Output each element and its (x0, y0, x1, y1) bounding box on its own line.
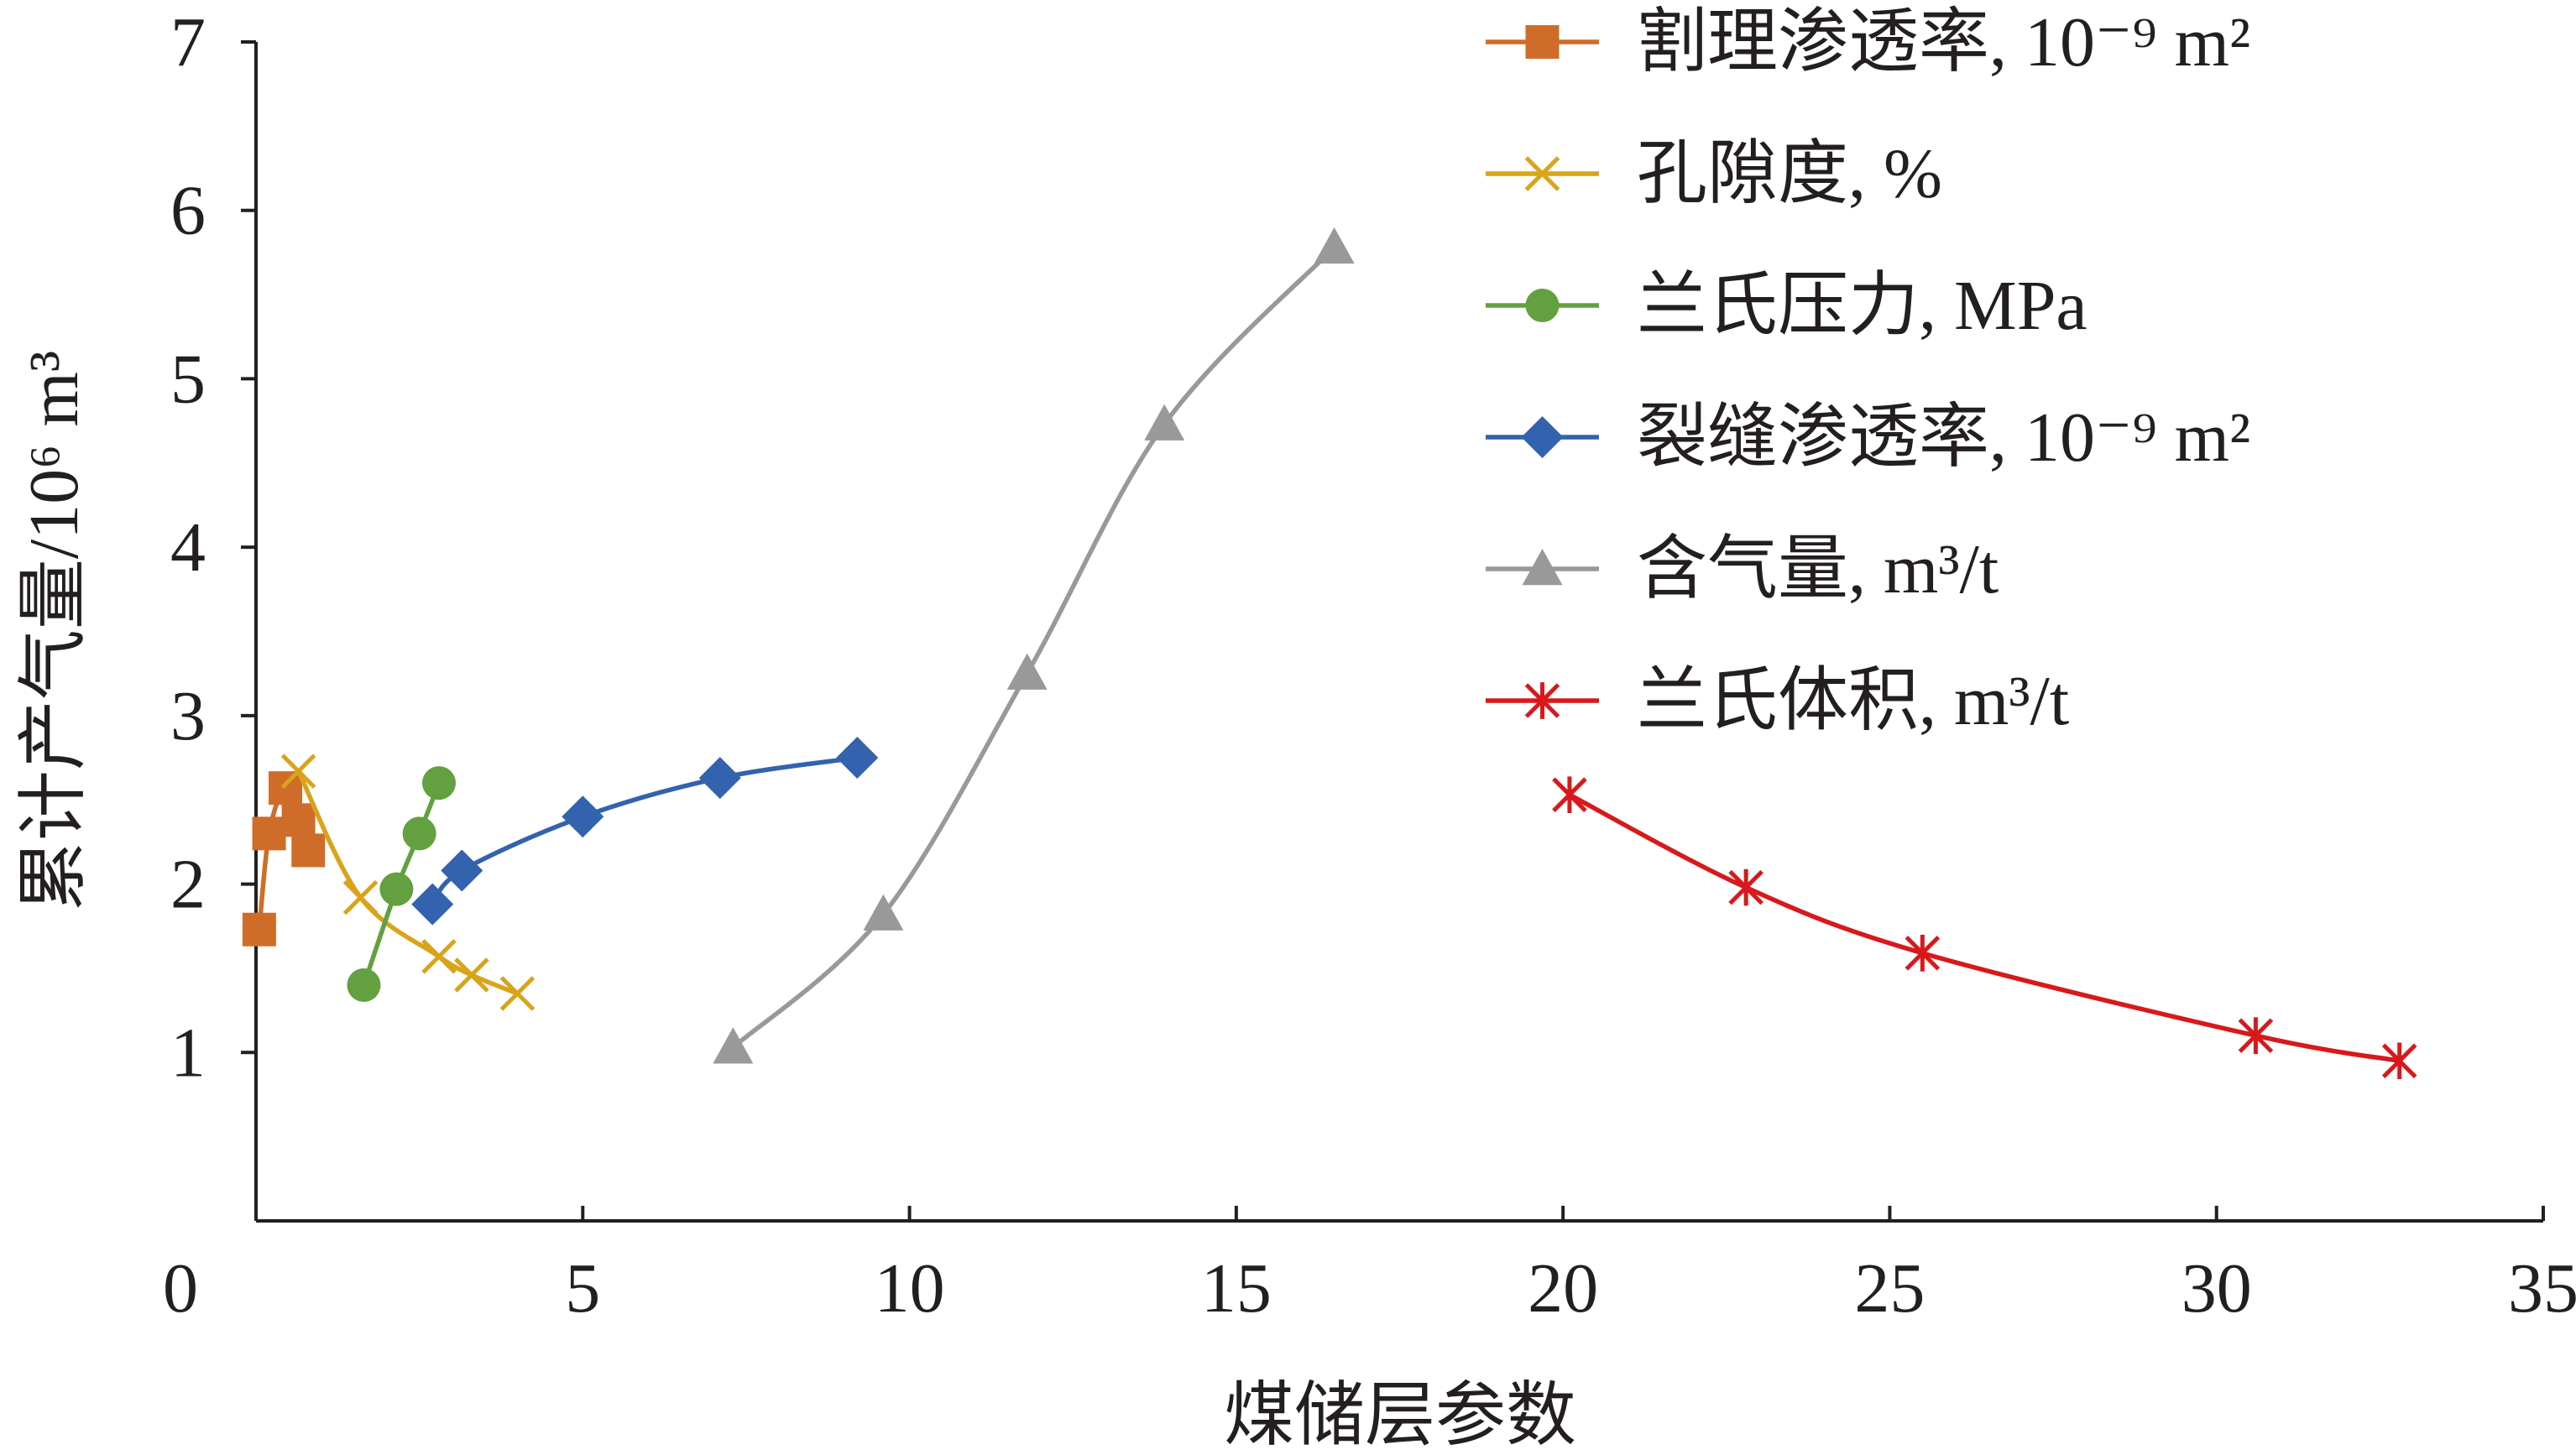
legend-item: 裂缝渗透率, 10⁻⁹ m² (1486, 399, 2250, 477)
y-tick-label: 6 (170, 172, 206, 250)
y-tick-label: 2 (170, 846, 206, 924)
x-axis-title: 煤储层参数 (1224, 1377, 1576, 1455)
legend-item: 割理渗透率, 10⁻⁹ m² (1486, 3, 2250, 81)
y-tick-label: 5 (170, 340, 206, 418)
legend-label: 孔隙度, % (1637, 135, 1942, 213)
legend-item: 孔隙度, % (1486, 135, 1942, 213)
axes (254, 42, 2543, 1223)
x-tick-label: 15 (1201, 1249, 1272, 1327)
star-marker (2238, 1017, 2274, 1055)
star-marker (1728, 868, 1763, 906)
series-layer (242, 227, 2417, 1080)
x-tick-label: 10 (875, 1249, 945, 1327)
x-tick-label: 5 (565, 1249, 600, 1327)
diamond-marker (441, 849, 483, 892)
x-marker (421, 939, 457, 974)
square-marker (252, 816, 286, 851)
legend-label: 含气量, m³/t (1637, 530, 1999, 608)
y-tick-label: 3 (170, 677, 206, 755)
series-line (731, 245, 1336, 1050)
triangle-marker (1314, 227, 1355, 264)
x-tick-label: 20 (1528, 1249, 1598, 1327)
x-marker (1524, 156, 1560, 191)
x-tick-label: 35 (2508, 1249, 2576, 1327)
diamond-marker (562, 795, 604, 838)
star-marker (1524, 682, 1560, 719)
x-ticks: 0 5 10 15 20 25 30 35 (163, 1206, 2576, 1327)
legend-label: 兰氏压力, MPa (1637, 267, 2087, 345)
legend-label: 裂缝渗透率, 10⁻⁹ m² (1637, 399, 2250, 477)
diamond-marker (411, 883, 454, 926)
circle-marker (1525, 289, 1560, 322)
y-tick-label: 7 (170, 3, 206, 81)
x-marker (342, 879, 379, 915)
series-triangle (713, 227, 1355, 1064)
x-marker (499, 976, 536, 1011)
y-tick-label: 4 (170, 508, 206, 587)
star-marker (2381, 1042, 2417, 1080)
circle-marker (402, 816, 436, 851)
square-marker (242, 912, 276, 947)
x-tick-label: 0 (163, 1249, 198, 1327)
star-marker (1552, 776, 1587, 814)
series-line (1568, 792, 2401, 1064)
x-marker (280, 754, 316, 789)
x-marker (454, 957, 489, 993)
y-tick-label: 1 (170, 1014, 206, 1092)
square-marker (1525, 25, 1560, 59)
legend-item: 兰氏体积, m³/t (1486, 662, 2069, 740)
series-square (242, 771, 326, 947)
series-line (430, 755, 858, 906)
triangle-marker (863, 894, 904, 931)
legend-item: 含气量, m³/t (1486, 530, 1999, 608)
triangle-marker (1522, 549, 1563, 586)
square-marker (291, 833, 326, 868)
x-tick-label: 25 (1854, 1249, 1925, 1327)
legend-item: 兰氏压力, MPa (1486, 267, 2087, 345)
x-tick-label: 30 (2182, 1249, 2252, 1327)
circle-marker (422, 766, 456, 801)
circle-marker (379, 872, 414, 906)
series-diamond (411, 737, 879, 926)
square-marker (269, 771, 303, 806)
diamond-marker (698, 757, 741, 800)
series-x (280, 754, 536, 1011)
triangle-marker (1006, 653, 1048, 690)
series-line (361, 782, 442, 986)
circle-marker (347, 968, 381, 1002)
y-ticks: 1 2 3 4 5 6 7 (170, 3, 256, 1092)
series-star (1552, 776, 2417, 1080)
legend-label: 兰氏体积, m³/t (1637, 662, 2069, 740)
square-marker (281, 803, 316, 837)
star-marker (1905, 935, 1941, 972)
triangle-marker (713, 1027, 754, 1064)
y-axis-title: 累计产气量/10⁶ m³ (15, 351, 93, 911)
legend: 割理渗透率, 10⁻⁹ m² 孔隙度, % 兰氏压力, MPa 裂缝渗透率, 10⁻⁹… (1486, 3, 2250, 740)
legend-label: 割理渗透率, 10⁻⁹ m² (1637, 3, 2250, 81)
diamond-marker (836, 737, 879, 780)
series-circle (347, 766, 456, 1002)
diamond-marker (1521, 416, 1564, 458)
triangle-marker (1144, 404, 1185, 441)
